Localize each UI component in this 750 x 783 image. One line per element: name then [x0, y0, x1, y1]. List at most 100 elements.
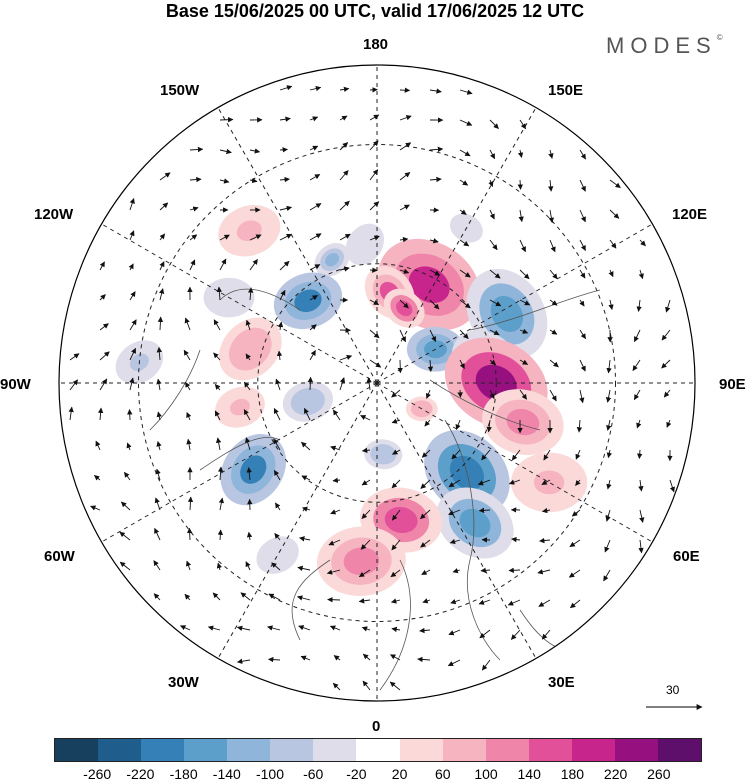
wind-arrow [99, 261, 105, 271]
wind-arrow [389, 681, 401, 691]
wind-arrow [309, 350, 316, 361]
lon-label-120w: 120W [34, 206, 74, 223]
wind-arrow [153, 560, 161, 571]
colorbar-tick-label: -260 [83, 766, 112, 782]
wind-arrow [639, 239, 646, 247]
lon-label-90w: 90W [0, 376, 31, 393]
colorbar-tick-label: 140 [517, 766, 541, 782]
colorbar-swatch [227, 739, 271, 761]
wind-arrow [391, 418, 401, 424]
wind-arrow [419, 509, 431, 520]
wind-arrow [448, 629, 461, 636]
wind-arrow [603, 569, 611, 582]
colorbar-tick-label: -60 [303, 766, 324, 782]
wind-arrow [429, 146, 444, 153]
wind-arrow [369, 235, 380, 241]
colorbar-tick-label: 260 [647, 766, 671, 782]
wind-arrow [519, 359, 529, 365]
lon-label-150e: 150E [548, 82, 584, 99]
wind-arrow [489, 269, 501, 279]
wind-arrow [519, 328, 529, 334]
wind-arrow [215, 437, 222, 451]
wind-arrow [119, 561, 131, 571]
wind-arrow [159, 172, 171, 181]
wind-arrow [249, 148, 261, 154]
wind-arrow [156, 411, 162, 421]
wind-arrow [216, 286, 223, 301]
meridian-line [376, 107, 537, 384]
wind-arrow [249, 234, 262, 241]
wind-arrow [219, 258, 227, 271]
wind-arrow [417, 656, 431, 663]
wind-arrow [459, 119, 473, 126]
wind-arrow [571, 509, 581, 517]
wind-arrow [186, 438, 192, 451]
wind-arrow [183, 349, 191, 361]
wind-arrow [214, 410, 221, 421]
wind-arrow [267, 656, 281, 663]
wind-arrow [459, 239, 470, 247]
wind-arrow [184, 593, 191, 601]
meridian-line [217, 107, 378, 384]
wind-arrow [361, 509, 371, 519]
wind-arrow [330, 509, 341, 515]
wind-arrow [369, 359, 382, 368]
wind-arrow [425, 389, 431, 399]
wind-arrow [519, 389, 527, 400]
wind-arrow [369, 114, 380, 121]
wind-arrow [240, 592, 251, 601]
latitude-circle [257, 263, 497, 503]
wind-arrow [249, 177, 258, 184]
wind-arrow [245, 561, 251, 571]
wind-arrow [361, 626, 371, 632]
wind-arrow [549, 299, 558, 306]
wind-arrow [159, 202, 169, 211]
wind-arrow [548, 149, 554, 159]
wind-arrow [124, 471, 131, 481]
wind-arrow [449, 538, 461, 545]
wind-arrow [276, 350, 283, 361]
colorbar-tick-label: -20 [346, 766, 367, 782]
wind-arrow [333, 655, 341, 661]
wind-arrow [99, 323, 109, 331]
wind-arrow [424, 419, 431, 427]
colorbar-tick-label: -220 [126, 766, 155, 782]
wind-arrow [299, 536, 311, 542]
wind-arrow [369, 201, 380, 211]
wind-arrow [511, 449, 521, 461]
wind-arrow [459, 209, 467, 215]
wind-arrow [129, 347, 137, 361]
map-title: Base 15/06/2025 00 UTC, valid 17/06/2025… [165, 1, 585, 21]
colorbar-tick-label: -100 [255, 766, 285, 782]
wind-arrow [129, 291, 136, 301]
wind-arrow [478, 507, 491, 514]
wind-arrow [579, 239, 586, 251]
meridian-line [376, 382, 653, 543]
wind-arrow [638, 269, 644, 280]
wind-arrow [459, 149, 471, 157]
wind-arrow [399, 329, 406, 343]
wind-arrow [189, 234, 198, 241]
wind-arrow [399, 115, 412, 121]
wind-arrow [219, 148, 232, 155]
wind-arrow [236, 658, 251, 664]
wind-arrow [275, 378, 281, 391]
wind-arrow [273, 408, 281, 421]
wind-arrow [217, 529, 224, 541]
wind-arrow [95, 440, 101, 451]
wind-arrow [219, 178, 230, 184]
wind-arrow [508, 479, 521, 485]
wind-arrow [459, 179, 469, 186]
wind-arrow [332, 409, 341, 421]
wind-arrow [637, 449, 643, 460]
colorbar-swatch [270, 739, 314, 761]
wind-arrow [129, 197, 135, 211]
wind-arrow [369, 267, 378, 273]
wind-arrow [360, 539, 371, 550]
wind-arrow [391, 479, 401, 489]
wind-arrow [508, 567, 521, 574]
wind-arrow [339, 170, 349, 181]
wind-arrow [309, 116, 319, 122]
wind-arrow [157, 316, 164, 331]
wind-arrow [189, 146, 204, 153]
